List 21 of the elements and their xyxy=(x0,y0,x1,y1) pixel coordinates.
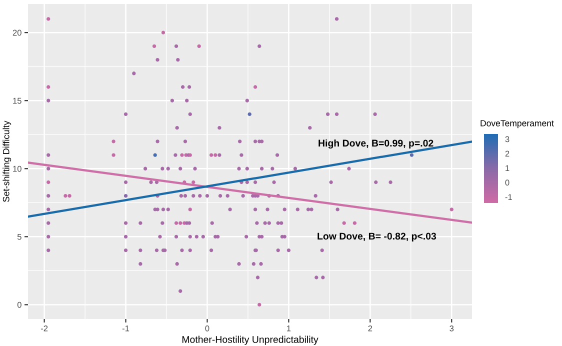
x-tick-label: -1 xyxy=(122,326,130,332)
color-bar-label: 3 xyxy=(505,136,510,142)
color-bar-label: 1 xyxy=(506,165,510,172)
x-tick-label: -2 xyxy=(40,325,48,332)
color-bar-label: 2 xyxy=(505,150,510,157)
y-tick-label: 5 xyxy=(17,234,22,240)
color-bar-label: 0 xyxy=(505,180,510,186)
color-bar-title: DoveTemperament xyxy=(480,120,554,128)
x-axis-title: Mother-Hostility Unpredictability xyxy=(182,336,318,345)
annotation: High Dove, B=0.99, p=.02 xyxy=(318,139,434,149)
x-tick-label: 3 xyxy=(450,325,454,332)
y-axis-title: Set-shifting Difficulty xyxy=(2,120,12,202)
x-tick-label: 1 xyxy=(287,326,291,332)
color-bar-label: -1 xyxy=(505,194,512,200)
y-tick-label: 15 xyxy=(13,98,22,104)
x-tick-label: 2 xyxy=(368,325,372,332)
y-tick-label: 10 xyxy=(13,166,22,172)
y-tick-label: 0 xyxy=(17,302,22,308)
annotation: Low Dove, B= -0.82, p<.03 xyxy=(318,232,436,242)
x-tick-label: 0 xyxy=(205,325,210,332)
y-tick-label: 20 xyxy=(12,30,22,36)
